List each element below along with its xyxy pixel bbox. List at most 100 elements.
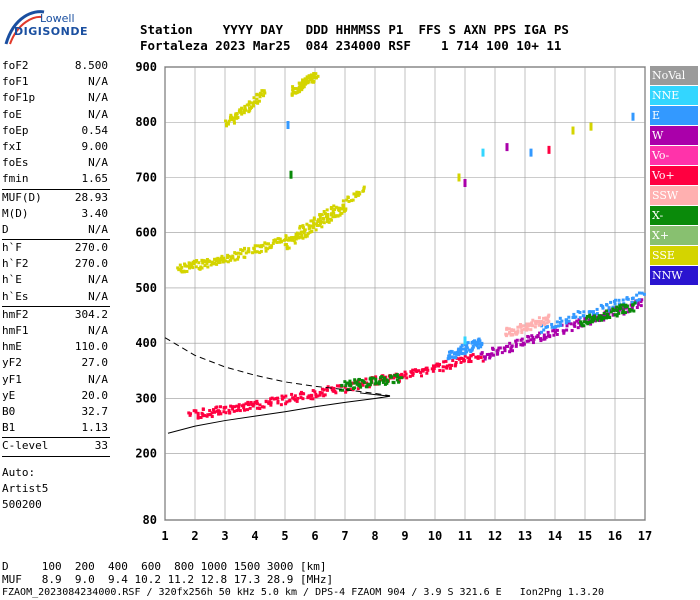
echo-point [469,359,473,363]
parameters-panel: foF2 8.500 foF1 N/A foF1p N/A foE N/A foEp 0.54 fx… [2,58,110,513]
y-tick-label: 700 [135,170,157,184]
echo-point [256,406,260,410]
echo-point [480,351,484,355]
echo-point [420,368,424,372]
echo-point [608,315,612,319]
echo-point [355,380,359,384]
echo-point [342,203,346,207]
param-divider [2,188,110,190]
echo-point [194,410,198,414]
y-tick-label: 400 [135,336,157,350]
echo-point [639,300,643,304]
echo-point [540,319,544,323]
echo-point [220,254,224,258]
echo-point [459,347,463,351]
param-key: M(D) [2,206,29,220]
echo-point [471,345,475,349]
echo-point [314,392,318,396]
echo-point [369,381,373,385]
echo-point [240,106,244,110]
echo-point [554,324,558,328]
echo-point [260,89,264,93]
echo-point [210,415,214,419]
echo-point [335,384,339,388]
echo-point [195,259,199,263]
echo-point [481,359,485,363]
param-value: 1.65 [81,172,109,186]
echo-point [640,298,644,302]
param-key: foF1p [2,91,36,105]
echo-point [477,342,481,346]
echo-point [535,335,539,339]
echo-point [404,372,408,376]
echo-point [247,403,251,407]
echo-point [547,145,551,154]
legend-entry: SSE [650,246,698,265]
echo-point [322,210,326,214]
echo-point [474,355,478,359]
echo-point [477,337,481,341]
echo-point [215,262,219,266]
echo-point [253,100,257,104]
echo-point [310,77,314,81]
echo-point [425,366,429,370]
echo-point [411,371,415,375]
param-key: D [2,222,9,236]
echo-point [231,254,235,258]
legend-entry: SSW [650,186,698,205]
echo-point [538,321,542,325]
echo-point [573,324,577,328]
echo-point [298,392,302,396]
param-value: 1.13 [81,421,109,435]
echo-point [408,374,412,378]
echo-point [247,250,251,254]
echo-point [295,399,299,403]
echo-point [599,314,603,318]
auto-scaling-note: Auto: [2,465,36,479]
x-tick-label: 8 [371,529,378,543]
echo-point [190,264,194,268]
echo-point [285,400,289,404]
param-key: hmF2 [2,307,29,321]
echo-point [308,75,312,79]
echo-point [578,310,582,314]
echo-point [268,245,272,249]
echo-point [633,301,637,305]
echo-point [222,406,226,410]
param-value: 0.54 [81,123,109,137]
echo-point [226,122,230,126]
echo-point [460,351,464,355]
echo-point [180,270,184,274]
echo-point [555,320,559,324]
echo-point [328,217,332,221]
echo-point [628,309,632,313]
echo-point [564,318,568,322]
echo-point [555,328,559,332]
echo-point [476,356,480,360]
echo-point [236,257,240,261]
echo-point [300,233,304,237]
legend-entry: Vo- [650,146,698,165]
echo-point [206,265,210,269]
echo-point [218,405,222,409]
echo-point [344,390,348,394]
echo-point [558,316,562,320]
echo-point [192,262,196,266]
echo-point [480,343,484,347]
echo-point [488,354,492,358]
profile-curve [164,337,391,397]
x-tick-label: 13 [518,529,532,543]
echo-point [571,316,575,320]
param-row: fmin 1.65 [2,171,110,187]
echo-point [498,346,502,350]
y-tick-label: 500 [135,281,157,295]
echo-point [369,378,373,382]
echo-point [326,220,330,224]
echo-point [373,382,377,386]
echo-point [327,220,331,224]
echo-point [196,415,200,419]
echo-point [483,357,487,361]
echo-point [511,333,515,337]
echo-point [243,246,247,250]
echo-point [214,259,218,263]
